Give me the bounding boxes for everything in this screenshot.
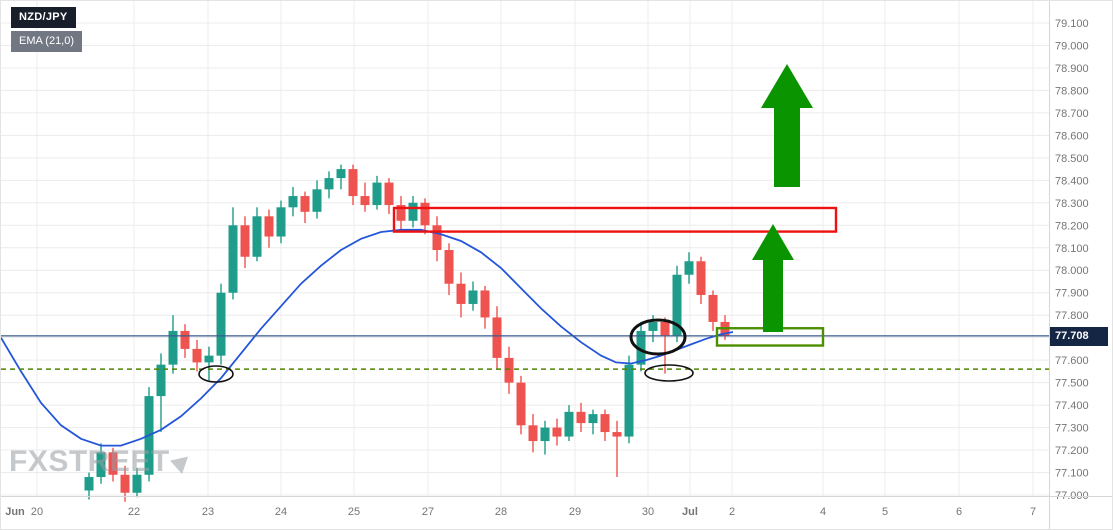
resistance-zone: [392, 206, 838, 233]
svg-text:78.400: 78.400: [1055, 175, 1089, 187]
svg-text:6: 6: [956, 506, 962, 518]
up-arrow-large: [761, 64, 813, 187]
fxstreet-watermark: FX STREET: [9, 445, 194, 479]
svg-text:22: 22: [128, 506, 140, 518]
watermark-text-street: STREET: [48, 445, 170, 478]
svg-text:77.400: 77.400: [1055, 400, 1089, 412]
svg-text:78.900: 78.900: [1055, 63, 1089, 75]
symbol-badge[interactable]: NZD/JPY: [11, 7, 76, 28]
svg-text:28: 28: [495, 506, 507, 518]
indicator-badge[interactable]: EMA (21,0): [11, 31, 83, 52]
watermark-text-fx: FX: [9, 445, 49, 478]
svg-text:77.600: 77.600: [1055, 355, 1089, 367]
svg-text:77.900: 77.900: [1055, 288, 1089, 300]
axis-labels: 79.100 79.000 78.900 78.800 78.700 78.600 78.5…: [5, 18, 1088, 518]
svg-text:7: 7: [1030, 506, 1036, 518]
svg-text:25: 25: [348, 506, 360, 518]
highlight-ellipse-2: [629, 318, 687, 356]
svg-text:77.300: 77.300: [1055, 423, 1089, 435]
svg-text:78.500: 78.500: [1055, 153, 1089, 165]
svg-text:23: 23: [202, 506, 214, 518]
svg-text:79.100: 79.100: [1055, 18, 1089, 30]
svg-text:5: 5: [882, 506, 888, 518]
highlight-ellipse-3: [644, 364, 694, 382]
svg-text:77.800: 77.800: [1055, 310, 1089, 322]
svg-text:24: 24: [275, 506, 287, 518]
price-axis[interactable]: [1049, 1, 1112, 496]
svg-text:78.000: 78.000: [1055, 265, 1089, 277]
svg-text:78.200: 78.200: [1055, 220, 1089, 232]
svg-text:78.600: 78.600: [1055, 130, 1089, 142]
svg-text:78.100: 78.100: [1055, 243, 1089, 255]
svg-text:79.000: 79.000: [1055, 40, 1089, 52]
svg-text:2: 2: [729, 506, 735, 518]
svg-text:77.500: 77.500: [1055, 378, 1089, 390]
svg-text:4: 4: [820, 506, 826, 518]
svg-text:77.100: 77.100: [1055, 468, 1089, 480]
svg-text:78.800: 78.800: [1055, 85, 1089, 97]
svg-text:20: 20: [31, 506, 43, 518]
highlight-ellipse-1: [198, 365, 234, 383]
price-badge: 77.708: [1050, 326, 1108, 346]
ema-line: [1, 228, 734, 447]
svg-text:Jun: Jun: [5, 506, 25, 518]
time-axis[interactable]: [1, 496, 1049, 529]
svg-text:27: 27: [422, 506, 434, 518]
svg-text:77.200: 77.200: [1055, 445, 1089, 457]
svg-text:Jul: Jul: [682, 506, 698, 518]
svg-text:78.300: 78.300: [1055, 198, 1089, 210]
up-arrow-small: [752, 224, 794, 332]
svg-text:30: 30: [642, 506, 654, 518]
svg-text:29: 29: [569, 506, 581, 518]
svg-text:78.700: 78.700: [1055, 108, 1089, 120]
